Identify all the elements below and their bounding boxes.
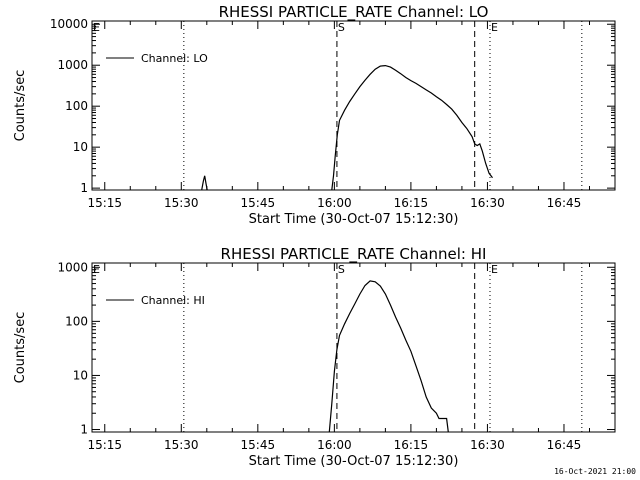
y-tick-label: 1000 — [57, 260, 88, 274]
series-line — [328, 280, 449, 433]
legend-label: Channel: LO — [141, 52, 208, 65]
x-tick-label: 16:30 — [470, 196, 505, 210]
series-line — [201, 175, 208, 191]
chart-panel-2: RHESSI PARTICLE_RATE Channel: HI 1 10 100 10… — [13, 245, 616, 469]
marker-label: E — [93, 21, 100, 34]
x-tick-label: 16:00 — [317, 438, 352, 452]
chart-panel-1: RHESSI PARTICLE_RATE Channel: LO 1 10 100 10… — [13, 3, 616, 227]
x-tick-label: 15:30 — [164, 438, 199, 452]
series-line — [331, 64, 493, 191]
y-tick-label: 10 — [73, 140, 88, 154]
y-axis-label: Counts/sec — [13, 70, 28, 142]
y-tick-label: 1 — [80, 181, 88, 195]
y-tick-label: 10 — [73, 368, 88, 382]
chart-title: RHESSI PARTICLE_RATE Channel: LO — [219, 3, 489, 22]
x-tick-label: 16:30 — [470, 438, 505, 452]
footer-timestamp: 16-Oct-2021 21:00 — [554, 467, 636, 476]
x-tick-label: 16:45 — [547, 196, 582, 210]
y-tick-label: 100 — [65, 99, 88, 113]
plot-frame — [91, 262, 616, 433]
x-tick-label: 15:45 — [241, 196, 276, 210]
y-tick-label: 1000 — [57, 58, 88, 72]
x-tick-label: 16:15 — [394, 196, 429, 210]
x-tick-label: 16:15 — [394, 438, 429, 452]
marker-label: E — [491, 263, 498, 276]
plot-frame — [91, 20, 616, 191]
marker-label: S — [338, 21, 345, 34]
chart-title: RHESSI PARTICLE_RATE Channel: HI — [221, 245, 487, 264]
legend-label: Channel: HI — [141, 294, 205, 307]
y-axis-label: Counts/sec — [13, 312, 28, 384]
y-tick-label: 100 — [65, 314, 88, 328]
y-tick-label: 1 — [80, 423, 88, 437]
x-axis-label: Start Time (30-Oct-07 15:12:30) — [249, 454, 459, 469]
marker-label: E — [491, 21, 498, 34]
x-tick-label: 16:00 — [317, 196, 352, 210]
x-tick-label: 15:45 — [241, 438, 276, 452]
y-tick-label: 10000 — [50, 17, 88, 31]
marker-label: E — [93, 263, 100, 276]
x-tick-label: 15:15 — [87, 438, 122, 452]
x-tick-label: 15:15 — [87, 196, 122, 210]
x-axis-label: Start Time (30-Oct-07 15:12:30) — [249, 212, 459, 227]
x-tick-label: 15:30 — [164, 196, 199, 210]
marker-label: S — [338, 263, 345, 276]
x-tick-label: 16:45 — [547, 438, 582, 452]
